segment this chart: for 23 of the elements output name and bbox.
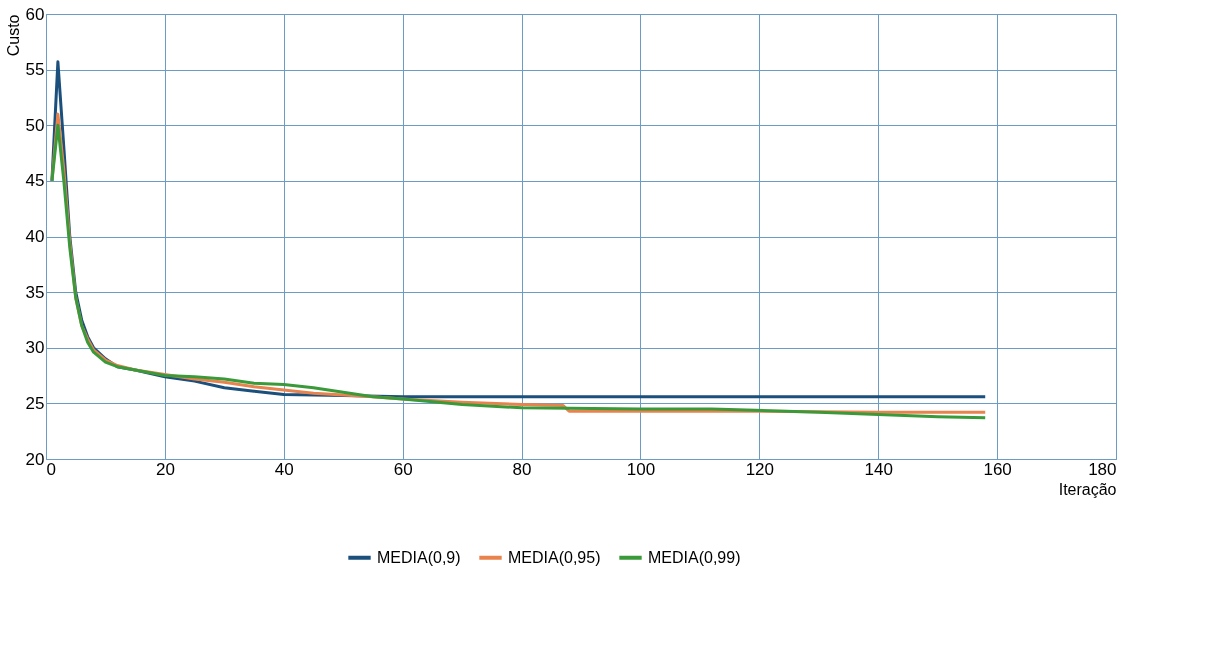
- x-tick-label: 60: [393, 459, 413, 479]
- y-tick-label: 35: [25, 282, 45, 302]
- legend-label: MEDIA(0,95): [508, 548, 601, 566]
- x-tick-label: 140: [864, 459, 893, 479]
- x-tick-label: 160: [983, 459, 1012, 479]
- y-tick-label: 55: [25, 60, 45, 80]
- x-tick-label: 100: [626, 459, 656, 479]
- y-axis-title: Custo: [4, 14, 22, 57]
- x-tick-label: 120: [745, 459, 775, 479]
- x-tick-label: 40: [274, 459, 294, 479]
- y-tick-label: 40: [25, 227, 45, 246]
- y-tick-label: 25: [25, 393, 45, 413]
- legend-label: MEDIA(0,99): [648, 548, 741, 566]
- y-tick-label: 60: [25, 4, 45, 24]
- x-axis-title: Iteração: [1058, 480, 1117, 498]
- x-tick-label: 80: [512, 459, 532, 479]
- x-tick-label: 0: [46, 459, 56, 479]
- x-tick-label: 180: [1088, 459, 1117, 479]
- x-tick-label: 20: [155, 459, 175, 479]
- legend-label: MEDIA(0,9): [377, 548, 461, 566]
- y-tick-label: 45: [25, 171, 45, 191]
- y-tick-label: 50: [25, 115, 45, 135]
- y-tick-label: 30: [25, 338, 45, 358]
